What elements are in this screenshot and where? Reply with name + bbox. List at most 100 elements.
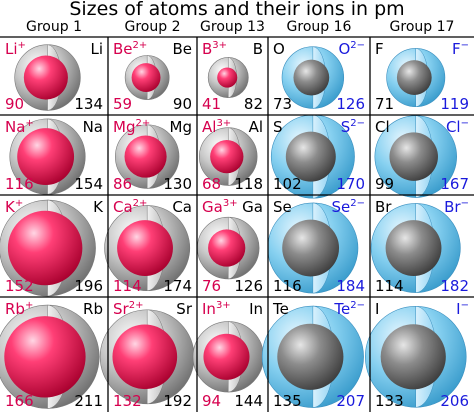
cation-sphere: [117, 220, 173, 276]
bottom-right-radius: 174: [163, 277, 192, 295]
cation-sphere: [208, 229, 246, 267]
bottom-left-radius: 114: [375, 277, 404, 295]
top-left-symbol: Te: [272, 300, 289, 318]
ion-charge: −: [461, 40, 469, 51]
top-right-symbol: Cl−: [446, 118, 469, 136]
bottom-left-radius: 90: [5, 95, 24, 113]
top-left-symbol: I: [375, 300, 379, 318]
top-right-symbol: O2−: [338, 40, 365, 58]
top-left-symbol: In3+: [202, 300, 231, 318]
bottom-left-radius: 68: [202, 175, 221, 193]
top-left-symbol: Rb+: [5, 300, 33, 318]
top-left-symbol: Ca2+: [113, 198, 147, 216]
bottom-right-radius: 119: [440, 95, 469, 113]
top-right-symbol: Rb: [83, 300, 103, 318]
cation-sphere: [17, 128, 75, 186]
group-header: Group 2: [125, 19, 181, 35]
ion-charge: 3+: [216, 118, 231, 129]
ion-charge: 3+: [216, 300, 231, 311]
cation-sphere: [7, 210, 83, 286]
ion-symbol: F: [452, 40, 461, 58]
bottom-left-radius: 133: [375, 392, 404, 410]
ion-charge: 2+: [129, 300, 144, 311]
ion-charge: −: [461, 118, 469, 129]
ion-symbol: Sr: [113, 300, 130, 318]
element-cell: Cl Cl−99 167: [374, 115, 469, 198]
bottom-left-radius: 132: [113, 392, 142, 410]
group-header: Group 17: [390, 19, 455, 35]
top-left-symbol: O: [273, 40, 285, 58]
top-right-symbol: I−: [456, 300, 469, 318]
atom-sphere: [380, 324, 446, 390]
atom-sphere: [277, 323, 344, 390]
ion-symbol: I: [456, 300, 460, 318]
top-right-symbol: K: [93, 198, 104, 216]
ion-symbol: Rb: [5, 300, 25, 318]
bottom-right-radius: 206: [440, 392, 469, 410]
ion-symbol: Cl: [446, 118, 461, 136]
ion-charge: −: [461, 300, 469, 311]
ion-charge: 2+: [133, 198, 148, 209]
ion-charge: 2−: [350, 118, 365, 129]
ion-symbol: K: [5, 198, 16, 216]
bottom-right-radius: 134: [74, 95, 103, 113]
ion-charge: 2−: [350, 300, 365, 311]
bottom-right-radius: 154: [74, 175, 103, 193]
bottom-right-radius: 118: [234, 175, 263, 193]
cation-sphere: [23, 55, 68, 100]
bottom-right-radius: 184: [336, 277, 365, 295]
atom-sphere: [293, 59, 330, 96]
top-right-symbol: F−: [452, 40, 469, 58]
cation-sphere: [4, 316, 86, 398]
bottom-right-radius: 90: [173, 95, 192, 113]
bottom-left-radius: 116: [273, 277, 302, 295]
top-right-symbol: B: [253, 40, 263, 58]
element-cell: Br Br−114 182: [370, 198, 469, 295]
bottom-right-radius: 144: [234, 392, 263, 410]
top-right-symbol: S2−: [341, 118, 365, 136]
top-left-symbol: Be2+: [113, 40, 147, 58]
cation-sphere: [131, 63, 161, 93]
element-cell: Al3+ Al 68 118: [199, 118, 263, 193]
top-right-symbol: Be: [172, 40, 192, 58]
ion-symbol: Te: [333, 300, 350, 318]
element-cell: B3+ B41 82: [202, 40, 263, 113]
bottom-left-radius: 116: [5, 175, 34, 193]
group-header: Group 16: [287, 19, 352, 35]
group-header: Group 13: [200, 19, 265, 35]
ion-charge: 2−: [350, 40, 365, 51]
ion-charge: 2−: [350, 198, 365, 209]
top-right-symbol: Li: [90, 40, 103, 58]
bottom-right-radius: 126: [336, 95, 365, 113]
ion-charge: 3+: [223, 198, 238, 209]
top-left-symbol: Se: [273, 198, 292, 216]
top-left-symbol: Li+: [5, 40, 26, 58]
ion-charge: +: [15, 198, 23, 209]
bottom-left-radius: 114: [113, 277, 142, 295]
bottom-left-radius: 102: [273, 175, 302, 193]
bottom-right-radius: 130: [163, 175, 192, 193]
bottom-left-radius: 73: [273, 95, 292, 113]
cation-sphere: [203, 333, 250, 380]
bottom-right-radius: 82: [244, 95, 263, 113]
cation-sphere: [124, 135, 167, 178]
diagram-title: Sizes of atoms and their ions in pm: [69, 0, 405, 20]
ion-symbol: S: [341, 118, 351, 136]
bottom-left-radius: 166: [5, 392, 34, 410]
top-right-symbol: Sr: [176, 300, 193, 318]
ion-symbol: Be: [113, 40, 133, 58]
ion-charge: −: [461, 198, 469, 209]
bottom-right-radius: 207: [336, 392, 365, 410]
bottom-left-radius: 86: [113, 175, 132, 193]
ion-symbol: Al: [202, 118, 216, 136]
bottom-right-radius: 170: [336, 175, 365, 193]
top-right-symbol: Mg: [170, 118, 192, 136]
top-left-symbol: Br: [375, 198, 392, 216]
top-left-symbol: Mg2+: [113, 118, 150, 136]
top-right-symbol: Ca: [172, 198, 192, 216]
top-left-symbol: Al3+: [202, 118, 231, 136]
cation-sphere: [112, 324, 178, 390]
